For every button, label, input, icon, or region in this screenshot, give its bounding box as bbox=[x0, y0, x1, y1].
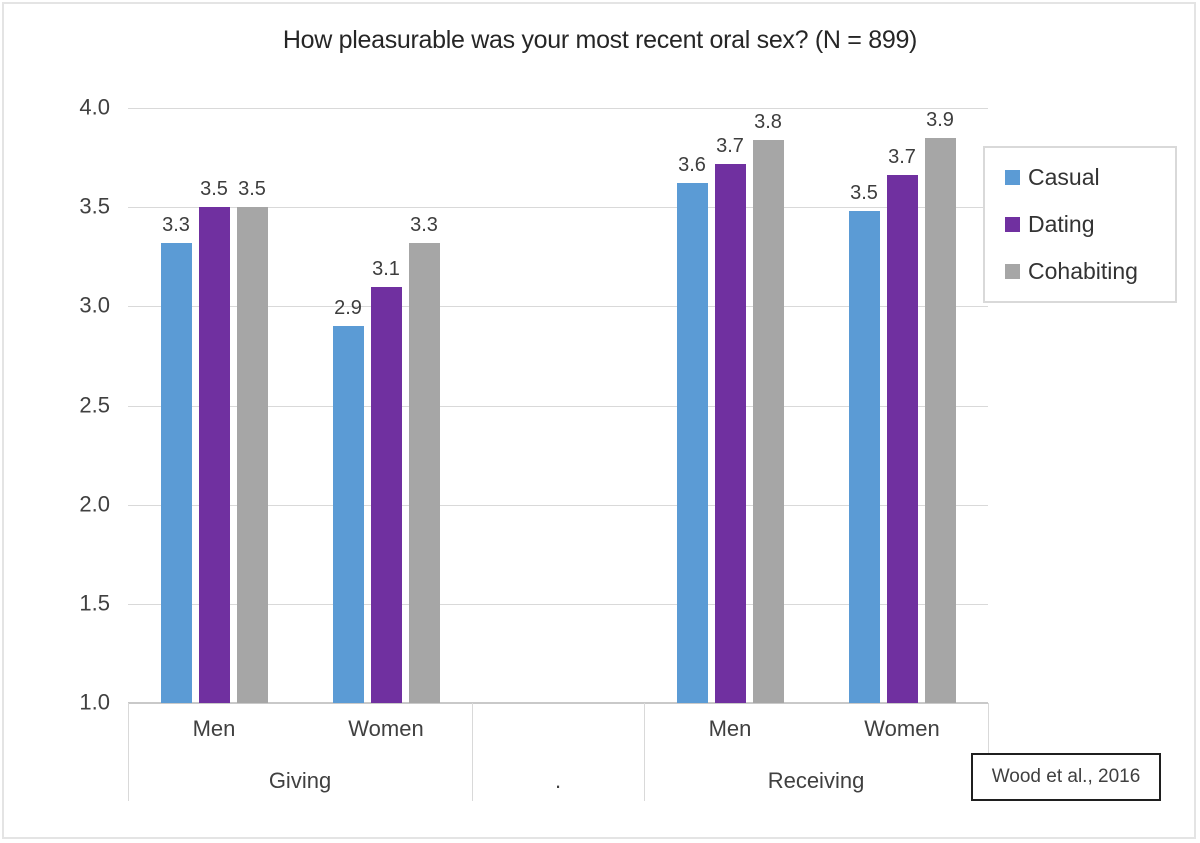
bar-value-label-casual-3: 3.6 bbox=[678, 154, 706, 177]
bar-value-label-cohabiting-4: 3.9 bbox=[926, 108, 954, 131]
legend: Casual Dating Cohabiting bbox=[983, 146, 1177, 303]
y-tick-label: 3.5 bbox=[79, 193, 110, 219]
category-axis-separator-3 bbox=[988, 703, 989, 801]
bar-cohabiting-1 bbox=[408, 242, 440, 703]
legend-label: Cohabiting bbox=[1028, 258, 1138, 284]
bar-value-label-dating-4: 3.7 bbox=[888, 146, 916, 169]
x-axis-line bbox=[128, 702, 988, 704]
category-axis-separator-0 bbox=[128, 703, 129, 801]
legend-item-cohabiting: Cohabiting bbox=[1005, 258, 1169, 285]
bar-value-label-dating-1: 3.1 bbox=[372, 257, 400, 280]
bar-value-label-cohabiting-1: 3.3 bbox=[410, 213, 438, 236]
bar-casual-0 bbox=[160, 242, 192, 703]
bar-value-label-dating-0: 3.5 bbox=[200, 178, 228, 201]
bar-casual-4 bbox=[848, 211, 880, 703]
bar-value-label-casual-4: 3.5 bbox=[850, 182, 878, 205]
category-axis-separator-2 bbox=[644, 703, 645, 801]
legend-swatch-icon bbox=[1005, 170, 1020, 185]
gridline bbox=[128, 108, 988, 109]
gridline bbox=[128, 207, 988, 209]
legend-swatch-icon bbox=[1005, 217, 1020, 232]
category-label-men-3: Men bbox=[708, 716, 752, 741]
gridline bbox=[128, 504, 988, 506]
bar-cohabiting-0 bbox=[236, 207, 268, 703]
gridline bbox=[128, 603, 988, 605]
legend-item-dating: Dating bbox=[1005, 211, 1169, 238]
category-label-women-4: Women bbox=[864, 716, 940, 741]
source-annotation: Wood et al., 2016 bbox=[971, 753, 1161, 801]
bar-value-label-cohabiting-3: 3.8 bbox=[754, 110, 782, 133]
bar-value-label-casual-0: 3.3 bbox=[162, 213, 190, 236]
category-label-men-0: Men bbox=[192, 716, 236, 741]
y-tick-label: 3.0 bbox=[79, 292, 110, 318]
legend-swatch-icon bbox=[1005, 264, 1020, 279]
bar-dating-4 bbox=[886, 175, 918, 703]
y-tick-label: 2.0 bbox=[79, 491, 110, 517]
bar-value-label-cohabiting-0: 3.5 bbox=[238, 178, 266, 201]
group-label-: . bbox=[554, 768, 562, 793]
legend-item-casual: Casual bbox=[1005, 164, 1169, 191]
bar-dating-3 bbox=[714, 163, 746, 703]
legend-label: Casual bbox=[1028, 164, 1100, 190]
bar-casual-3 bbox=[676, 183, 708, 703]
bar-cohabiting-3 bbox=[752, 139, 784, 703]
y-tick-label: 1.5 bbox=[79, 590, 110, 616]
y-tick-label: 1.0 bbox=[79, 689, 110, 715]
y-tick-label: 4.0 bbox=[79, 94, 110, 120]
legend-label: Dating bbox=[1028, 211, 1095, 237]
group-label-receiving: Receiving bbox=[767, 768, 865, 793]
bar-cohabiting-4 bbox=[924, 137, 956, 703]
bar-value-label-dating-3: 3.7 bbox=[716, 134, 744, 157]
chart-title: How pleasurable was your most recent ora… bbox=[282, 26, 918, 54]
category-label-women-1: Women bbox=[348, 716, 424, 741]
group-label-giving: Giving bbox=[268, 768, 332, 793]
y-tick-label: 2.5 bbox=[79, 391, 110, 417]
bar-value-label-casual-1: 2.9 bbox=[334, 297, 362, 320]
bar-dating-0 bbox=[198, 207, 230, 703]
category-axis-separator-1 bbox=[472, 703, 473, 801]
bar-dating-1 bbox=[370, 286, 402, 703]
gridline bbox=[128, 306, 988, 308]
gridline bbox=[128, 405, 988, 407]
bar-casual-1 bbox=[332, 326, 364, 703]
